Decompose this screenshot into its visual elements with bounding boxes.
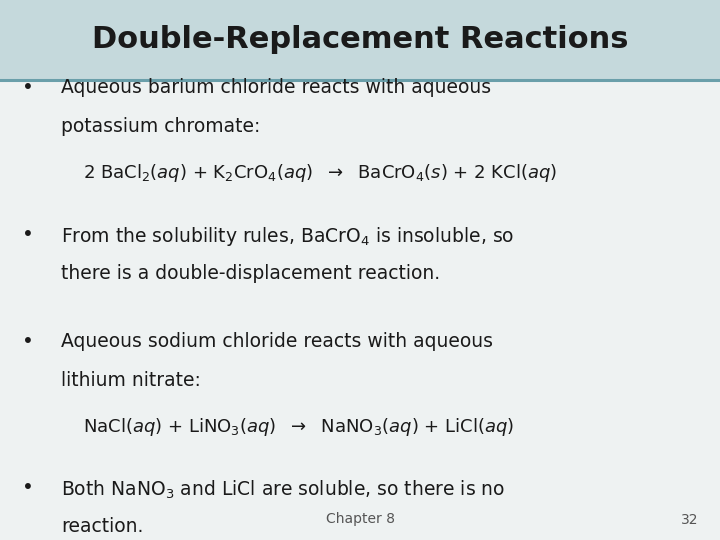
Text: lithium nitrate:: lithium nitrate: <box>61 371 201 390</box>
Bar <box>0 0 720 80</box>
Text: Aqueous barium chloride reacts with aqueous: Aqueous barium chloride reacts with aque… <box>61 78 491 97</box>
Text: •: • <box>22 225 33 244</box>
Text: Double-Replacement Reactions: Double-Replacement Reactions <box>91 25 629 55</box>
Text: 2 BaCl$_2$($\it{aq}$) + K$_2$CrO$_4$($\it{aq}$)  $\rightarrow$  BaCrO$_4$($\it{s: 2 BaCl$_2$($\it{aq}$) + K$_2$CrO$_4$($\i… <box>83 162 557 184</box>
Text: potassium chromate:: potassium chromate: <box>61 117 261 136</box>
Text: Chapter 8: Chapter 8 <box>325 512 395 526</box>
Text: 32: 32 <box>681 512 698 526</box>
Text: •: • <box>22 332 33 351</box>
Text: NaCl($\it{aq}$) + LiNO$_3$($\it{aq}$)  $\rightarrow$  NaNO$_3$($\it{aq}$) + LiCl: NaCl($\it{aq}$) + LiNO$_3$($\it{aq}$) $\… <box>83 416 514 438</box>
Text: Both NaNO$_3$ and LiCl are soluble, so there is no: Both NaNO$_3$ and LiCl are soluble, so t… <box>61 478 505 501</box>
Text: reaction.: reaction. <box>61 517 143 536</box>
Text: •: • <box>22 78 33 97</box>
Text: Aqueous sodium chloride reacts with aqueous: Aqueous sodium chloride reacts with aque… <box>61 332 493 351</box>
Text: there is a double-displacement reaction.: there is a double-displacement reaction. <box>61 264 441 282</box>
Text: From the solubility rules, BaCrO$_4$ is insoluble, so: From the solubility rules, BaCrO$_4$ is … <box>61 225 515 248</box>
Text: •: • <box>22 478 33 497</box>
